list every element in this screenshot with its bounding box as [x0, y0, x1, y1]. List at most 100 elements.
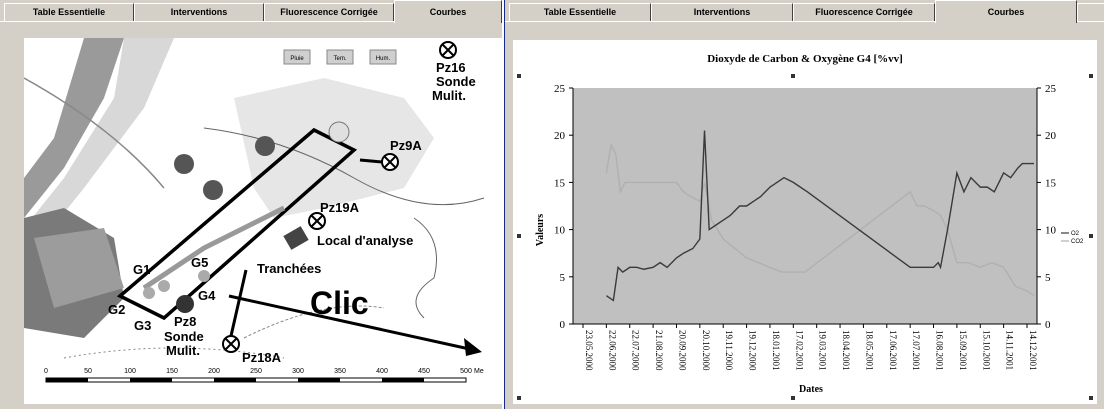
- resize-handle[interactable]: [791, 396, 795, 400]
- resize-handle[interactable]: [1089, 234, 1093, 238]
- g-point[interactable]: [143, 287, 155, 299]
- pz18a-label: Pz18A: [242, 350, 282, 365]
- tab-courbes[interactable]: Courbes: [394, 0, 502, 23]
- map-window: Table Essentielle Interventions Fluoresc…: [0, 0, 502, 409]
- y-tick-label-right: 5: [1045, 272, 1051, 284]
- y-tick-label-right: 20: [1045, 130, 1057, 142]
- resize-handle[interactable]: [1089, 396, 1093, 400]
- hum-button-label: Hum.: [376, 56, 391, 62]
- chart-title: Dioxyde de Carbon & Oxygène G4 [%vv]: [707, 53, 903, 65]
- trench-line: [142, 205, 286, 291]
- y-tick-label-right: 15: [1045, 177, 1057, 189]
- site-map-svg: Pluie Tem. Hum.: [23, 38, 502, 404]
- g3-label: G3: [134, 318, 151, 333]
- tab-bar: Table Essentielle Interventions Fluoresc…: [0, 0, 502, 23]
- tab-fluorescence-corrigee[interactable]: Fluorescence Corrigée: [793, 3, 935, 21]
- pz19a-label: Pz19A: [320, 200, 360, 215]
- tab-table-essentielle[interactable]: Table Essentielle: [509, 3, 651, 21]
- pluie-button-label: Pluie: [290, 56, 304, 62]
- x-tick-label: 17.06.2001: [888, 330, 898, 371]
- tab-divider: [0, 21, 502, 22]
- co2-o2-chart: Dioxyde de Carbon & Oxygène G4 [%vv] Val…: [517, 53, 1093, 400]
- pz9a-marker[interactable]: [381, 153, 399, 171]
- g5-label: G5: [191, 255, 208, 270]
- y-axis-label: Valeurs: [535, 214, 546, 247]
- plot-area: [573, 88, 1037, 324]
- pluie-button[interactable]: [283, 49, 311, 65]
- x-tick-label: 21.08.2000: [654, 330, 664, 371]
- temp-button-label: Tem.: [333, 56, 346, 62]
- pz16-mulit-label: Mulit.: [432, 88, 466, 103]
- monitor-point[interactable]: [255, 136, 275, 156]
- resize-handle[interactable]: [1089, 74, 1093, 78]
- tab-table-essentielle[interactable]: Table Essentielle: [4, 3, 134, 21]
- x-tick-label: 18.04.2001: [841, 330, 851, 371]
- scale-tick: 200: [208, 368, 220, 375]
- x-tick-label: 19.12.2000: [748, 330, 758, 371]
- x-tick-label: 20.10.2000: [701, 330, 711, 371]
- g-point[interactable]: [158, 280, 170, 292]
- x-tick-label: 14.11.2001: [1005, 330, 1015, 370]
- local-analyse-label: Local d'analyse: [317, 233, 413, 248]
- scale-tick: 250: [250, 368, 262, 375]
- tab-extra[interactable]: [1077, 3, 1104, 21]
- y-tick-label-right: 25: [1045, 83, 1057, 95]
- clic-label[interactable]: Clic: [310, 285, 369, 321]
- temp-button[interactable]: [326, 49, 354, 65]
- monitor-point-light[interactable]: [328, 121, 350, 143]
- x-tick-label: 15.10.2001: [981, 330, 991, 371]
- x-tick-label: 18.01.2001: [771, 330, 781, 371]
- tab-divider: [505, 21, 1104, 22]
- tab-interventions[interactable]: Interventions: [134, 3, 264, 21]
- analysis-building[interactable]: [283, 226, 309, 250]
- pz16-marker[interactable]: [439, 41, 457, 59]
- x-tick-label: 23.05.2000: [584, 330, 594, 371]
- pz16-sonde-label: Sonde: [436, 74, 476, 89]
- scale-tick: 500: [460, 368, 472, 375]
- pz18a-marker[interactable]: [222, 335, 240, 353]
- y-tick-label-left: 20: [554, 130, 566, 142]
- x-tick-label: 15.09.2001: [958, 330, 968, 371]
- clic-arrow: [228, 294, 475, 352]
- hum-button[interactable]: [369, 49, 397, 65]
- resize-handle[interactable]: [517, 234, 521, 238]
- y-tick-label-left: 15: [554, 177, 566, 189]
- y-tick-label-left: 10: [554, 225, 566, 237]
- site-map: Pluie Tem. Hum.: [23, 38, 502, 404]
- pz9a-label: Pz9A: [390, 138, 422, 153]
- tab-interventions[interactable]: Interventions: [651, 3, 793, 21]
- g1-label: G1: [133, 262, 150, 277]
- resize-handle[interactable]: [791, 74, 795, 78]
- x-tick-label: 17.02.2001: [794, 330, 804, 371]
- y-tick-label-left: 0: [560, 319, 566, 331]
- x-tick-label: 22.06.2000: [607, 330, 617, 371]
- resize-handle[interactable]: [517, 396, 521, 400]
- tab-fluorescence-corrigee[interactable]: Fluorescence Corrigée: [264, 3, 394, 21]
- pz8-mulit-label: Mulit.: [166, 343, 200, 358]
- hatched-zone: [34, 228, 124, 308]
- g-point[interactable]: [198, 270, 210, 282]
- scale-tick: 100: [124, 368, 136, 375]
- y-tick-label-left: 5: [560, 272, 566, 284]
- pz8-sonde-label: Sonde: [164, 329, 204, 344]
- series-line-o2: [605, 130, 1035, 302]
- monitor-point[interactable]: [174, 154, 194, 174]
- monitor-point[interactable]: [203, 180, 223, 200]
- scale-tick: 350: [334, 368, 346, 375]
- y-tick-label-right: 0: [1045, 319, 1051, 331]
- chart-window: Table Essentielle Interventions Fluoresc…: [504, 0, 1104, 409]
- pz8-label: Pz8: [174, 314, 196, 329]
- tab-courbes[interactable]: Courbes: [935, 0, 1077, 23]
- y-tick-label-left: 25: [554, 83, 566, 95]
- resize-handle[interactable]: [517, 74, 521, 78]
- pz16-label: Pz16: [436, 60, 466, 75]
- x-tick-label: 20.09.2000: [677, 330, 687, 371]
- scale-tick: 450: [418, 368, 430, 375]
- pz8-point[interactable]: [176, 295, 194, 313]
- scale-tick: 150: [166, 368, 178, 375]
- pz19a-marker[interactable]: [308, 212, 326, 230]
- x-tick-label: 16.08.2001: [935, 330, 945, 371]
- x-tick-label: 14.12.2001: [1028, 330, 1038, 371]
- legend-co2: CO2: [1071, 239, 1084, 245]
- scale-tick: 50: [84, 368, 92, 375]
